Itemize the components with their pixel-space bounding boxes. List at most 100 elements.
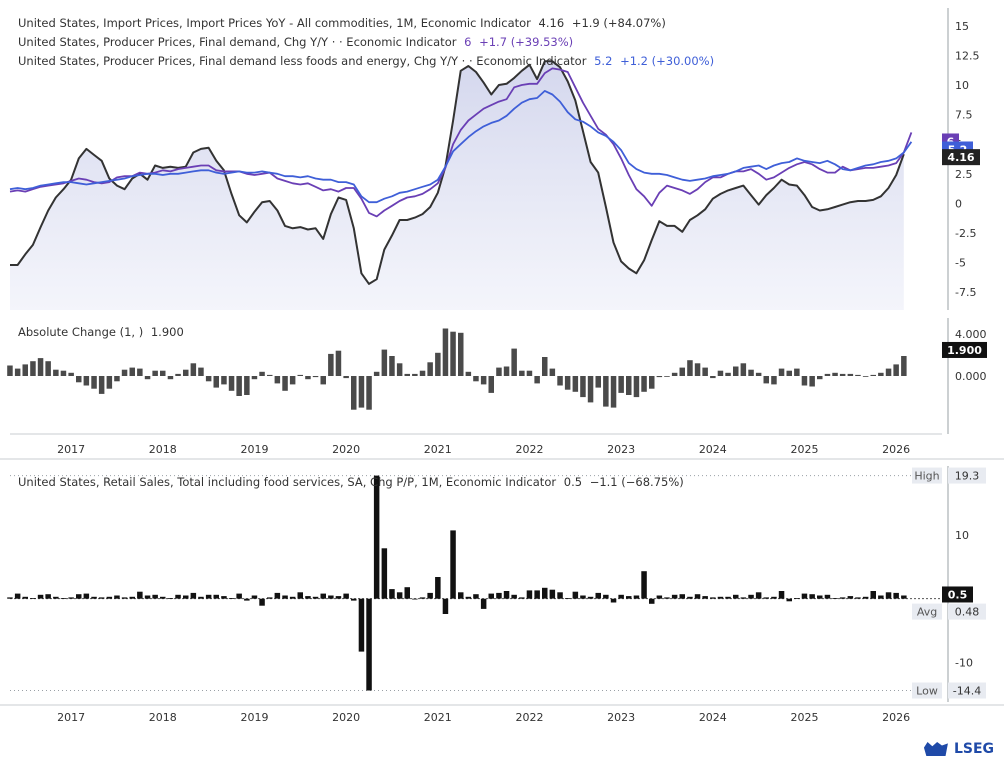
change-bar	[557, 376, 563, 386]
change-bar	[771, 376, 777, 385]
retail-bar	[572, 591, 579, 599]
panel-top-tick-0: 15	[955, 20, 969, 33]
change-bar	[679, 367, 685, 376]
change-bar	[366, 376, 372, 410]
year-bottom-label-2022: 2022	[515, 711, 543, 724]
change-bar	[45, 361, 51, 376]
year-label-2022: 2022	[515, 443, 543, 456]
change-bar	[91, 376, 97, 389]
change-bar	[404, 373, 410, 376]
retail-bar	[847, 596, 854, 599]
change-bar	[144, 376, 151, 380]
legend-value-ppi-final-demand: 6	[464, 35, 472, 49]
panel-top-tick-6: 0	[955, 197, 962, 210]
change-bar	[37, 358, 44, 376]
legend-item-import-prices: United States, Import Prices, Import Pri…	[18, 14, 714, 33]
ref-value-low: -14.4	[953, 685, 981, 698]
change-bar	[83, 376, 90, 386]
year-label-2026: 2026	[882, 443, 910, 456]
retail-bar	[305, 596, 311, 599]
retail-bar	[389, 589, 395, 599]
series-line-ppi-core	[9, 90, 913, 204]
change-bar	[778, 368, 785, 376]
retail-bar	[656, 595, 663, 599]
retail-bar	[633, 595, 640, 599]
change-bar	[312, 376, 319, 378]
retail-bar	[778, 591, 785, 599]
ref-value-high: 19.3	[955, 470, 980, 483]
change-bar	[794, 368, 800, 376]
retail-bar	[7, 597, 13, 599]
retail-bar	[236, 593, 242, 599]
change-bar	[885, 368, 892, 376]
retail-bar	[312, 596, 319, 599]
change-bar	[763, 376, 769, 384]
retail-bar	[626, 596, 632, 599]
retail-bar	[320, 593, 326, 599]
badge-retail-sales-bg	[942, 586, 973, 603]
legend-item-ppi-final-demand: United States, Producer Prices, Final de…	[18, 33, 714, 52]
change-bar	[175, 373, 181, 376]
year-label-2020: 2020	[332, 443, 360, 456]
change-bar	[442, 328, 449, 376]
legend-bottom-change: −1.1 (−68.75%)	[589, 475, 684, 489]
retail-bar	[68, 597, 74, 599]
retail-bar	[855, 597, 861, 599]
retail-bar	[603, 594, 609, 599]
retail-bar	[786, 598, 792, 602]
change-bar	[817, 376, 823, 380]
legend-label-ppi-core: United States, Producer Prices, Final de…	[18, 54, 587, 68]
retail-bar	[870, 591, 876, 599]
retail-bar	[549, 589, 556, 599]
retail-bar	[198, 596, 204, 599]
retail-bar	[373, 475, 380, 599]
retail-bar	[740, 597, 747, 599]
year-label-2019: 2019	[240, 443, 268, 456]
retail-bar	[167, 598, 174, 599]
change-bar	[786, 370, 792, 376]
legend-change-import-prices: +1.9 (+84.07%)	[571, 16, 666, 30]
change-bar	[618, 376, 624, 393]
change-bar	[221, 376, 227, 385]
change-bar	[733, 366, 739, 376]
panel-top-tick-7: -2.5	[955, 227, 976, 240]
panel-bottom-tick-0: 10	[955, 529, 969, 542]
panel-top-tick-5: 2.5	[955, 168, 973, 181]
retail-bar	[488, 593, 494, 599]
retail-bar	[435, 577, 441, 599]
change-bar	[198, 367, 204, 376]
retail-bar	[580, 595, 586, 599]
change-bar	[114, 376, 120, 382]
retail-bar	[817, 595, 823, 599]
retail-bar	[503, 591, 510, 599]
legend-label-ppi-final-demand: United States, Producer Prices, Final de…	[18, 35, 457, 49]
retail-bar	[649, 598, 655, 604]
retail-bar	[687, 596, 693, 599]
year-bottom-label-2019: 2019	[240, 711, 268, 724]
retail-bar	[809, 594, 815, 599]
panel-bottom-tick-2: -10	[955, 656, 973, 669]
change-bar	[847, 373, 854, 376]
change-bar	[305, 376, 311, 380]
retail-bar	[473, 594, 479, 599]
panel-mid-tick-0: 4.000	[955, 328, 987, 341]
retail-bar	[702, 596, 708, 599]
retail-bar	[328, 595, 334, 599]
retail-bar	[404, 587, 410, 599]
retail-bar	[412, 598, 418, 600]
legend-mid-value: 1.900	[150, 325, 184, 339]
change-bar	[244, 376, 250, 395]
retail-bar	[794, 598, 800, 599]
retail-bar	[717, 596, 724, 599]
change-bar	[549, 368, 556, 376]
change-bar	[488, 376, 494, 393]
year-label-2024: 2024	[699, 443, 727, 456]
change-bar	[427, 362, 433, 376]
retail-bar	[878, 595, 884, 599]
retail-bar	[519, 597, 525, 599]
retail-bar	[381, 548, 388, 599]
change-bar	[289, 376, 296, 385]
change-bar	[901, 356, 907, 376]
retail-bar	[862, 596, 869, 599]
ref-label-low: Low	[916, 685, 938, 698]
